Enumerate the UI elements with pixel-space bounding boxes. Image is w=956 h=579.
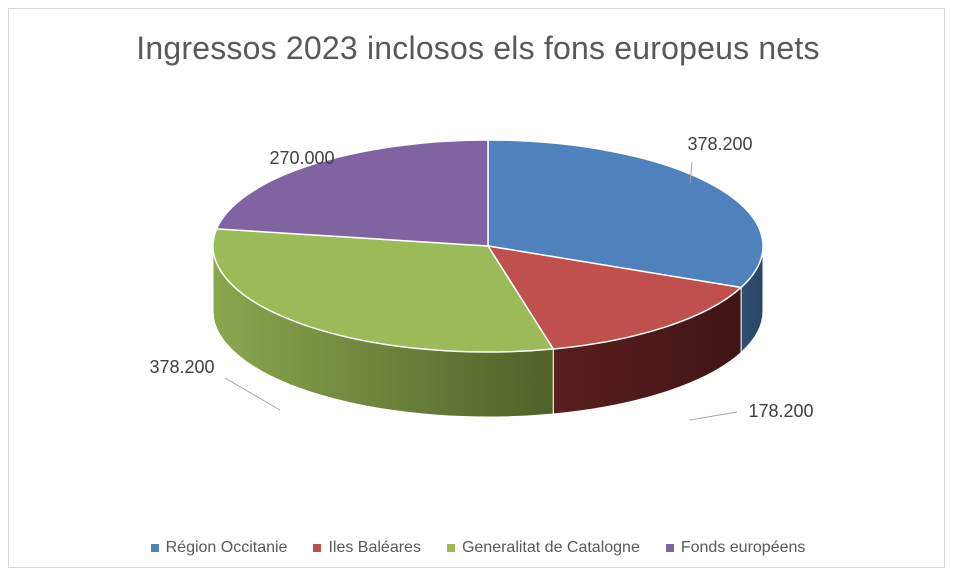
pie-slice-iles-baleares <box>486 244 743 350</box>
chart-title: Ingressos 2023 inclosos els fons europeu… <box>136 30 820 66</box>
legend-swatch-region-occitanie <box>150 544 159 552</box>
pie-slice-generalitat-catalogne <box>212 228 555 353</box>
pie-slice-fonds-europeens <box>215 139 489 247</box>
leader-line-generalitat-catalogne <box>224 377 281 411</box>
data-labels: 378.200 178.200 378.200 270.000 <box>149 134 813 421</box>
data-label-fonds-europeens: 270.000 <box>269 148 334 168</box>
legend-swatch-iles-baleares <box>313 544 322 552</box>
pie-slice-region-occitanie <box>487 139 764 289</box>
pie-slices <box>212 139 764 353</box>
legend-item-fonds-europeens: Fonds européens <box>665 539 806 557</box>
legend-item-region-occitanie: Région Occitanie <box>150 539 288 557</box>
legend-swatch-fonds-europeens <box>665 544 674 552</box>
legend-label-fonds-europeens: Fonds européens <box>680 539 806 556</box>
legend-swatch-generalitat-catalogne <box>446 544 455 552</box>
leader-line-iles-baleares <box>689 411 738 421</box>
legend: Région Occitanie Iles Baléares Generalitat… <box>0 539 956 557</box>
legend-item-iles-baleares: Iles Baléares <box>313 539 421 557</box>
data-label-generalitat-catalogne: 378.200 <box>149 357 214 377</box>
leader-line-region-occitanie <box>689 161 693 184</box>
data-label-iles-baleares: 178.200 <box>748 401 813 421</box>
legend-label-iles-baleares: Iles Baléares <box>328 539 421 556</box>
legend-label-generalitat-catalogne: Generalitat de Catalogne <box>461 539 640 556</box>
legend-item-generalitat-catalogne: Generalitat de Catalogne <box>446 539 640 557</box>
data-label-region-occitanie: 378.200 <box>687 134 752 154</box>
leader-lines <box>224 161 738 421</box>
legend-label-region-occitanie: Région Occitanie <box>165 539 288 556</box>
